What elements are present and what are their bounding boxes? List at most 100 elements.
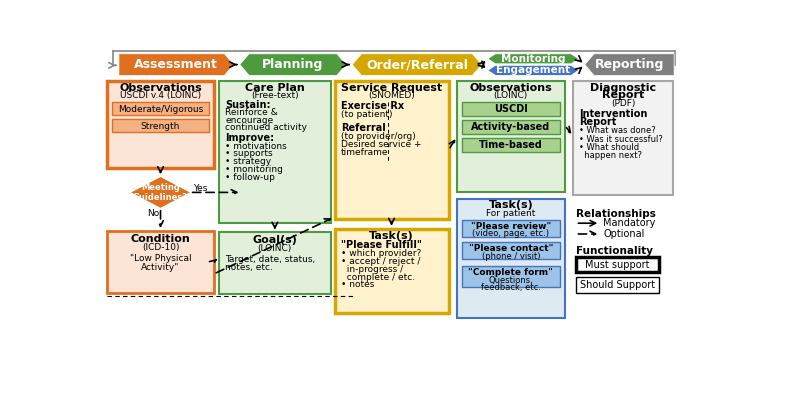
Text: Condition: Condition [131,233,191,244]
Text: • which provider?: • which provider? [341,249,421,258]
Bar [457,198,565,318]
Text: Relationships: Relationships [576,209,655,219]
Text: Task(s): Task(s) [488,200,534,210]
Text: (video, page, etc.): (video, page, etc.) [472,229,549,239]
Text: "Please contact": "Please contact" [468,244,553,253]
Text: Activity-based: Activity-based [472,122,550,132]
Text: Reinforce &: Reinforce & [225,108,278,117]
Text: • What was done?: • What was done? [580,126,656,135]
Bar [334,81,449,220]
Text: (LOINC): (LOINC) [494,91,528,100]
Text: Planning: Planning [262,58,324,71]
Text: (LOINC): (LOINC) [258,244,292,253]
Text: encourage: encourage [225,116,273,125]
Bar [107,231,214,293]
Polygon shape [488,66,579,75]
Text: Engagement: Engagement [496,66,570,75]
Text: feedback, etc.: feedback, etc. [481,283,541,292]
Bar [107,81,214,168]
Text: (phone / visit): (phone / visit) [482,252,540,261]
Text: Meeting: Meeting [141,183,180,192]
Text: • follow-up: • follow-up [225,173,275,181]
Text: in-progress /: in-progress / [341,265,403,274]
Polygon shape [131,177,190,208]
Bar [461,266,560,287]
Text: Must support: Must support [585,260,649,270]
Text: Activity": Activity" [141,263,179,272]
Bar [576,257,659,272]
Text: • accept / reject /: • accept / reject / [341,257,420,266]
Polygon shape [488,54,579,64]
Text: "Please review": "Please review" [471,222,551,231]
Text: Guidelines?: Guidelines? [133,193,188,202]
Bar [461,102,560,116]
Text: • strategy: • strategy [225,157,272,166]
Text: (SNOMED): (SNOMED) [368,91,415,100]
Text: Target, date, status,: Target, date, status, [225,255,315,264]
Text: Order/Referral: Order/Referral [366,58,468,71]
Bar [576,277,659,293]
Text: For patient: For patient [486,209,536,218]
Text: Mandatory: Mandatory [603,218,656,228]
Text: notes, etc.: notes, etc. [225,263,273,272]
Text: "Complete form": "Complete form" [468,268,553,277]
Text: (PDF): (PDF) [611,98,635,108]
Text: timeframe: timeframe [341,148,388,157]
Text: Yes: Yes [193,184,207,193]
Bar [219,232,330,294]
Polygon shape [119,54,233,75]
Text: No: No [147,209,159,218]
Text: • What should: • What should [580,143,639,152]
Polygon shape [353,54,482,75]
Text: Intervention: Intervention [580,109,648,119]
Text: Task(s): Task(s) [369,231,414,241]
Bar [334,229,449,313]
Bar [573,81,673,195]
Bar [112,102,209,116]
Text: USCDI: USCDI [494,104,528,114]
Text: Observations: Observations [469,83,553,93]
Text: • motivations: • motivations [225,142,287,151]
Text: Desired service +: Desired service + [341,140,421,149]
Text: • Was it successful?: • Was it successful? [580,135,663,144]
Text: Moderate/Vigorous: Moderate/Vigorous [118,105,203,114]
Text: Referral: Referral [341,123,385,133]
Text: continued activity: continued activity [225,123,307,132]
Bar [457,81,565,193]
Text: Optional: Optional [603,229,645,239]
Text: Report: Report [602,91,645,100]
Bar [219,81,330,223]
Text: (to patient): (to patient) [341,110,392,119]
Text: Reporting: Reporting [595,58,664,71]
Text: Strength: Strength [141,121,180,131]
Text: Report: Report [580,117,617,127]
Text: Improve:: Improve: [225,133,275,143]
Text: complete / etc.: complete / etc. [341,273,414,281]
Text: (ICD-10): (ICD-10) [142,243,179,252]
Text: Goal(s): Goal(s) [252,235,297,245]
Text: Observations: Observations [119,83,202,93]
Text: Should Support: Should Support [580,280,655,290]
Bar [461,220,560,237]
Text: Questions,: Questions, [488,276,534,285]
Text: "Please Fulfill": "Please Fulfill" [341,240,422,250]
Bar [112,119,209,132]
Bar [461,120,560,134]
Text: Monitoring: Monitoring [501,54,565,64]
Text: Care Plan: Care Plan [245,83,305,93]
Text: Diagnostic: Diagnostic [590,83,657,93]
Text: (to provider/org): (to provider/org) [341,133,415,141]
Text: Sustain:: Sustain: [225,100,271,110]
Text: USCDI v.4 (LOINC): USCDI v.4 (LOINC) [120,91,201,100]
Text: happen next?: happen next? [580,151,642,160]
Polygon shape [240,54,346,75]
Text: • monitoring: • monitoring [225,165,283,174]
Text: Exercise Rx: Exercise Rx [341,101,404,111]
Text: Service Request: Service Request [341,83,442,93]
Text: Time-based: Time-based [479,140,543,150]
Bar [461,138,560,152]
Text: Assessment: Assessment [134,58,218,71]
Text: • supports: • supports [225,149,273,158]
Text: Functionality: Functionality [576,245,653,256]
Text: "Low Physical: "Low Physical [129,254,191,263]
